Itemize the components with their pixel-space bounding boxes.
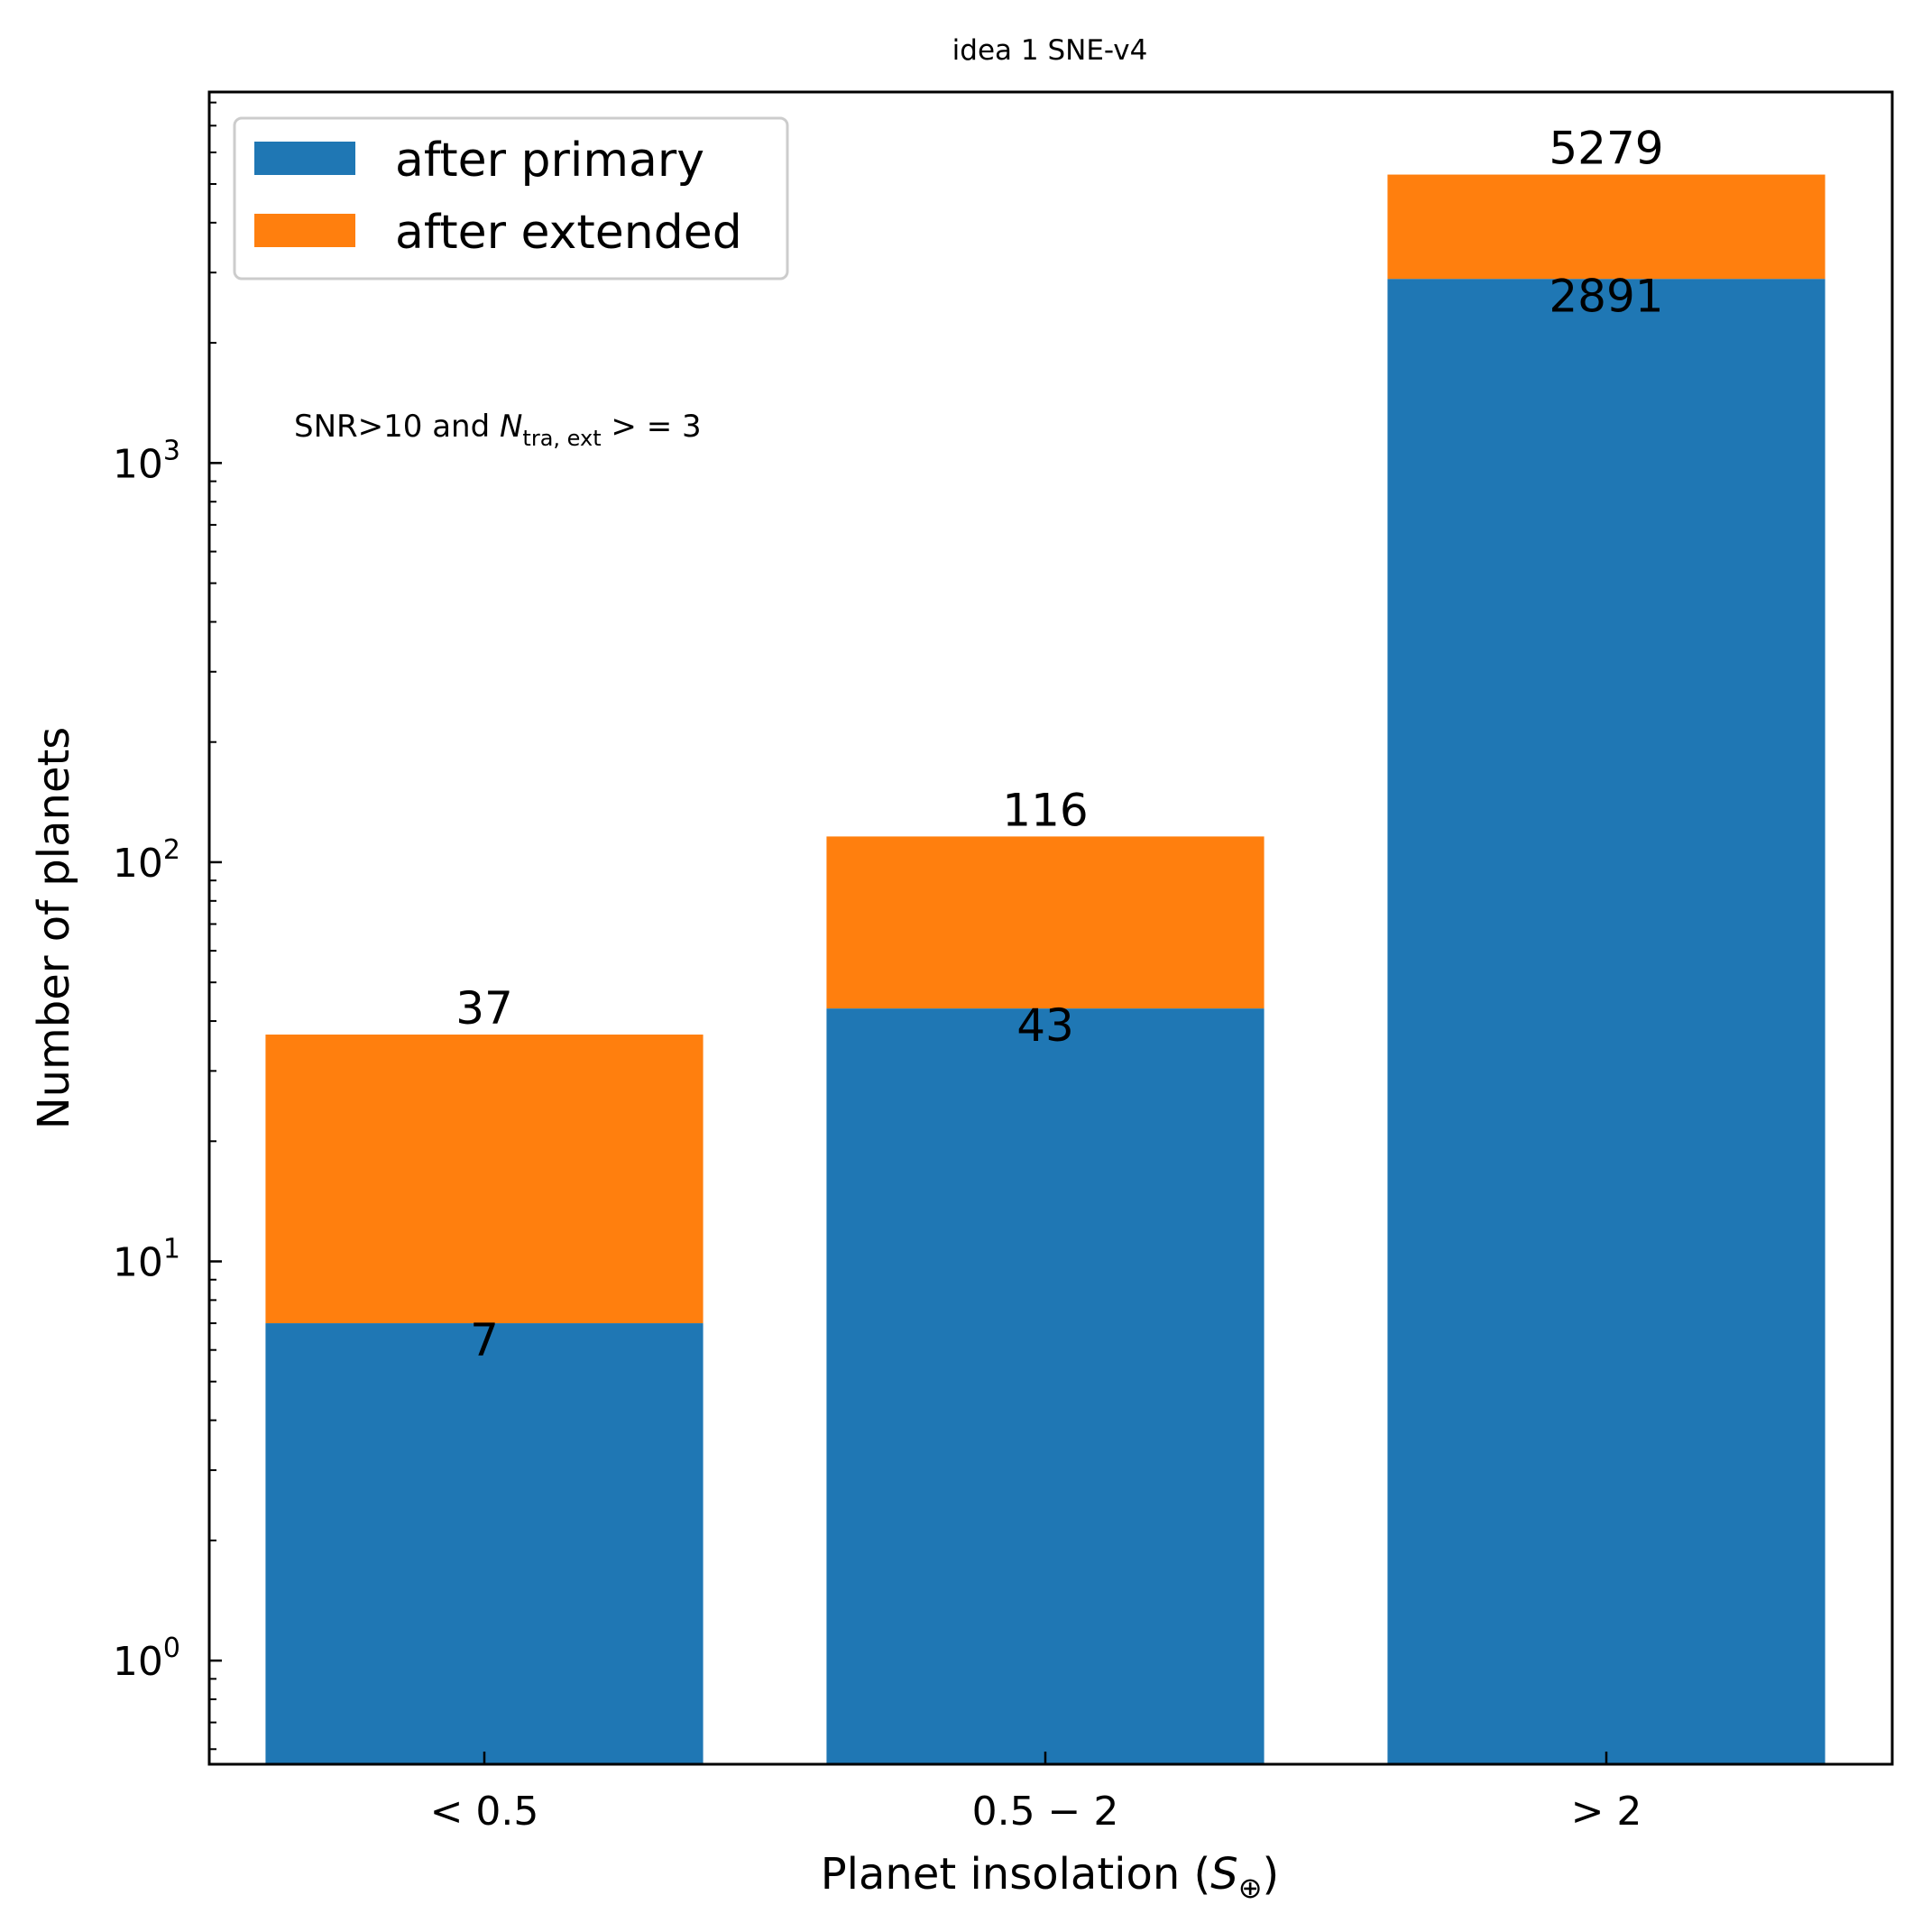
y-tick-label-3: 103: [113, 435, 180, 487]
bar-label-after-extended-2: 5279: [1549, 123, 1663, 175]
x-axis-title-symbol: S: [1210, 1849, 1237, 1900]
legend-frame: [233, 116, 789, 281]
bar-after-primary-0: [265, 1323, 704, 1764]
bar-after-extended-0: [265, 1035, 704, 1324]
y-tick-label-1: 101: [113, 1234, 180, 1286]
y-tick-label-0: 100: [113, 1633, 180, 1685]
x-tick-label-2: > 2: [1571, 1789, 1642, 1835]
legend-label-after-primary: after primary: [395, 133, 704, 188]
x-axis-ticks: < 0.5 0.5 − 2 > 2: [430, 1752, 1642, 1835]
legend: after primary after extended: [233, 116, 789, 281]
y-axis-ticks: 100 101 102 103: [113, 101, 222, 1751]
bars-group: [265, 174, 1825, 1765]
x-tick-label-0: < 0.5: [430, 1789, 539, 1835]
chart-title: idea 1 SNE-v4: [952, 34, 1148, 67]
annotation-prefix: SNR>10 and: [294, 409, 500, 445]
annotation-suffix: > = 3: [602, 409, 702, 445]
x-axis-title: Planet insolation (S⊕): [821, 1849, 1280, 1905]
bar-labels-group: 37 7 116 43 5279 2891: [455, 123, 1663, 1367]
bar-label-after-primary-2: 2891: [1549, 270, 1663, 322]
bar-after-extended-2: [1387, 174, 1825, 280]
annotation: SNR>10 and Ntra, ext > = 3: [294, 409, 702, 451]
x-tick-label-1: 0.5 − 2: [972, 1789, 1119, 1835]
bar-label-after-extended-0: 37: [455, 982, 513, 1035]
x-axis-title-text: Planet insolation: [821, 1849, 1181, 1900]
bar-label-after-primary-1: 43: [1016, 999, 1074, 1052]
legend-label-after-extended: after extended: [395, 206, 742, 260]
bar-after-primary-2: [1387, 279, 1825, 1765]
y-tick-label-2: 102: [113, 834, 180, 887]
bar-after-extended-1: [826, 836, 1264, 1009]
y-axis-title: Number of planets: [29, 727, 79, 1130]
bar-label-after-extended-1: 116: [1002, 784, 1088, 836]
bar-after-primary-1: [826, 1008, 1264, 1764]
annotation-subscript: tra, ext: [522, 426, 601, 451]
plot-frame: [207, 90, 1894, 1766]
bar-label-after-primary-0: 7: [470, 1314, 499, 1366]
x-axis-title-subscript: ⊕: [1238, 1871, 1263, 1905]
legend-swatch-after-primary: [254, 142, 355, 175]
annotation-symbol: N: [500, 409, 522, 445]
legend-swatch-after-extended: [254, 214, 355, 247]
